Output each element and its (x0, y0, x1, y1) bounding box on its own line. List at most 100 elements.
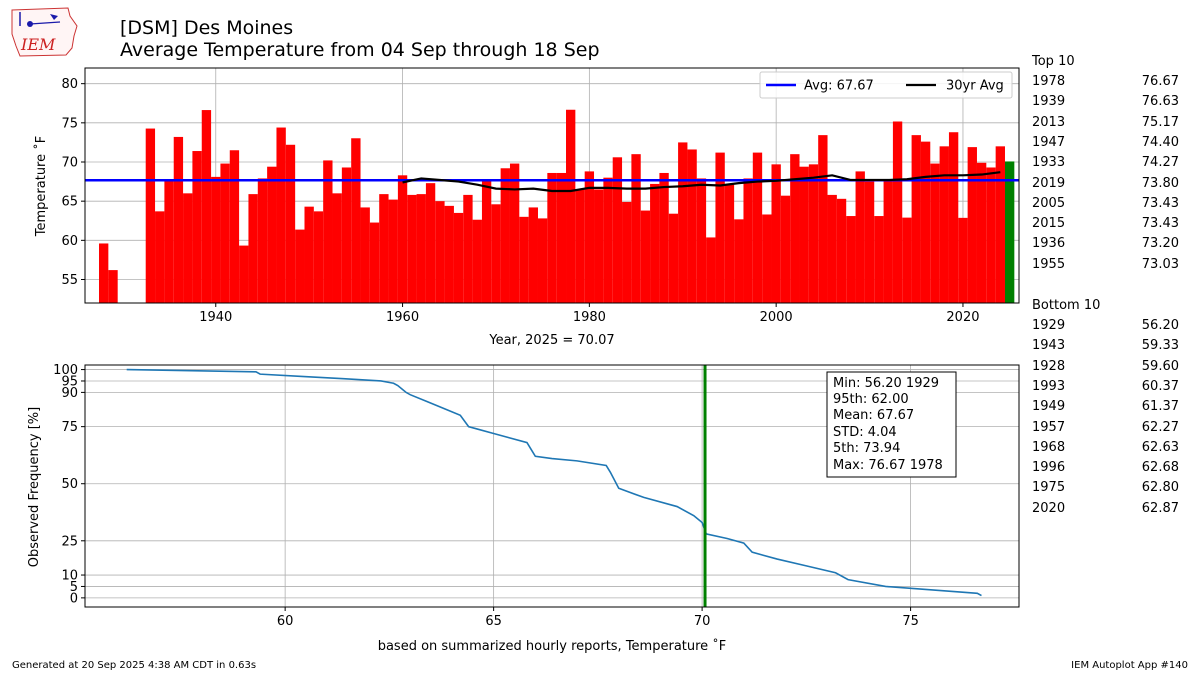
bar-1951 (313, 211, 324, 303)
frequency-chart-ylabel: Observed Frequency [%] (27, 407, 42, 567)
iem-logo: IEM (11, 7, 78, 57)
bottom10-value: 59.60 (1141, 358, 1179, 374)
top10-year: 1955 (1032, 256, 1066, 272)
bar-1980 (584, 171, 595, 303)
bottom10-value: 62.87 (1141, 500, 1179, 516)
bar-1993 (706, 237, 716, 303)
bar-chart-frame (84, 67, 1020, 304)
top10-value: 73.43 (1141, 216, 1179, 232)
top10-value: 73.43 (1141, 195, 1179, 211)
bar-2011 (874, 216, 884, 303)
bar-1990 (678, 142, 688, 303)
bar-1996 (734, 219, 744, 303)
bar-2023 (986, 167, 996, 303)
frequency-chart-grid (85, 365, 1019, 607)
x-tick-label: 75 (902, 614, 919, 629)
bar-1984 (622, 201, 632, 303)
y-tick-label: 0 (70, 591, 78, 606)
bar-1956 (360, 207, 370, 303)
bar-1992 (696, 178, 707, 303)
top10-value: 75.17 (1141, 114, 1179, 130)
bar-1952 (323, 160, 333, 303)
bar-2005 (818, 135, 828, 303)
top10-year: 2015 (1032, 216, 1066, 232)
bar-2007 (836, 198, 847, 303)
bar-2003 (799, 166, 809, 303)
bar-chart-ylabel: Temperature ˚F (33, 136, 49, 237)
x-tick-label: 1940 (199, 310, 232, 325)
bar-2013 (892, 121, 903, 303)
bottom10-value: 59.33 (1141, 338, 1179, 354)
bottom10-value: 56.20 (1141, 318, 1179, 333)
bar-1973 (519, 216, 529, 303)
bar-1937 (183, 193, 193, 303)
bottom10-year: 1957 (1032, 419, 1066, 435)
bottom10-value: 62.27 (1141, 419, 1179, 435)
top10-year: 2013 (1032, 114, 1066, 130)
stats-line: Mean: 67.67 (833, 408, 914, 423)
x-tick-label: 1980 (573, 310, 606, 325)
legend-30yr-label: 30yr Avg (946, 79, 1004, 94)
bar-1957 (369, 222, 380, 303)
bottom10-value: 62.63 (1141, 439, 1179, 455)
x-tick-label: 65 (485, 614, 502, 629)
top10-year: 1933 (1032, 155, 1066, 171)
top10-year: 1978 (1032, 74, 1066, 89)
bar-1942 (229, 150, 240, 303)
bar-1944 (248, 194, 258, 303)
top10-value: 73.20 (1141, 236, 1179, 252)
stats-line: Max: 76.67 1978 (833, 458, 943, 473)
bar-1950 (304, 206, 314, 303)
bar-1960 (397, 175, 408, 303)
top10-year: 2005 (1032, 195, 1066, 211)
bar-2010 (864, 181, 875, 303)
bar-1975 (537, 218, 548, 303)
bar-1997 (743, 178, 753, 303)
bar-2012 (883, 180, 893, 303)
bar-1994 (715, 152, 725, 303)
y-tick-label: 50 (61, 477, 78, 492)
bottom10-value: 62.68 (1141, 460, 1179, 476)
bar-2020 (958, 217, 968, 303)
bar-2002 (790, 154, 800, 303)
bar-1943 (239, 245, 249, 303)
top10-year: 2019 (1032, 175, 1066, 191)
legend-average-label: Avg: 67.67 (804, 79, 874, 94)
bar-1964 (435, 201, 445, 303)
bottom10-year: 1943 (1032, 338, 1066, 354)
bottom10-value: 61.37 (1141, 399, 1179, 415)
app-id: IEM Autoplot App #140 (1071, 660, 1188, 671)
bottom10-value: 60.37 (1141, 378, 1179, 394)
bar-2025 (1004, 161, 1015, 303)
thirty-year-average-line (402, 171, 1001, 193)
y-tick-label: 95 (61, 374, 78, 389)
bar-2014 (902, 217, 912, 303)
y-tick-label: 75 (61, 420, 78, 435)
bar-1936 (173, 136, 184, 303)
bar-1999 (762, 214, 772, 303)
bar-1941 (220, 163, 230, 303)
bar-chart: 1940 1960 1980 2000 2020 55 60 65 70 75 80 Avg: 67… (33, 67, 1020, 348)
stats-box: Min: 56.20 1929 95th: 62.00 Mean: 67.67 … (826, 371, 957, 478)
bar-1958 (379, 194, 389, 303)
frequency-line (126, 368, 982, 597)
bar-1929 (108, 270, 118, 303)
bar-2006 (827, 194, 837, 303)
y-tick-label: 70 (61, 156, 78, 171)
bar-1959 (388, 199, 398, 303)
x-tick-label: 1960 (386, 310, 419, 325)
bar-2000 (771, 164, 781, 303)
bar-2008 (846, 216, 856, 303)
bar-2024 (995, 146, 1005, 303)
bar-1933 (145, 128, 156, 303)
bar-1947 (276, 127, 286, 304)
iem-logo-text: IEM (20, 35, 56, 54)
page-subtitle: Average Temperature from 04 Sep through … (120, 39, 600, 61)
y-tick-label: 25 (61, 534, 78, 549)
bar-1974 (528, 207, 538, 303)
bottom10-year: 1968 (1032, 439, 1066, 455)
bar-chart-xlabel: Year, 2025 = 70.07 (488, 333, 614, 348)
bar-1965 (444, 205, 454, 303)
iowa-outline-icon (11, 7, 78, 57)
